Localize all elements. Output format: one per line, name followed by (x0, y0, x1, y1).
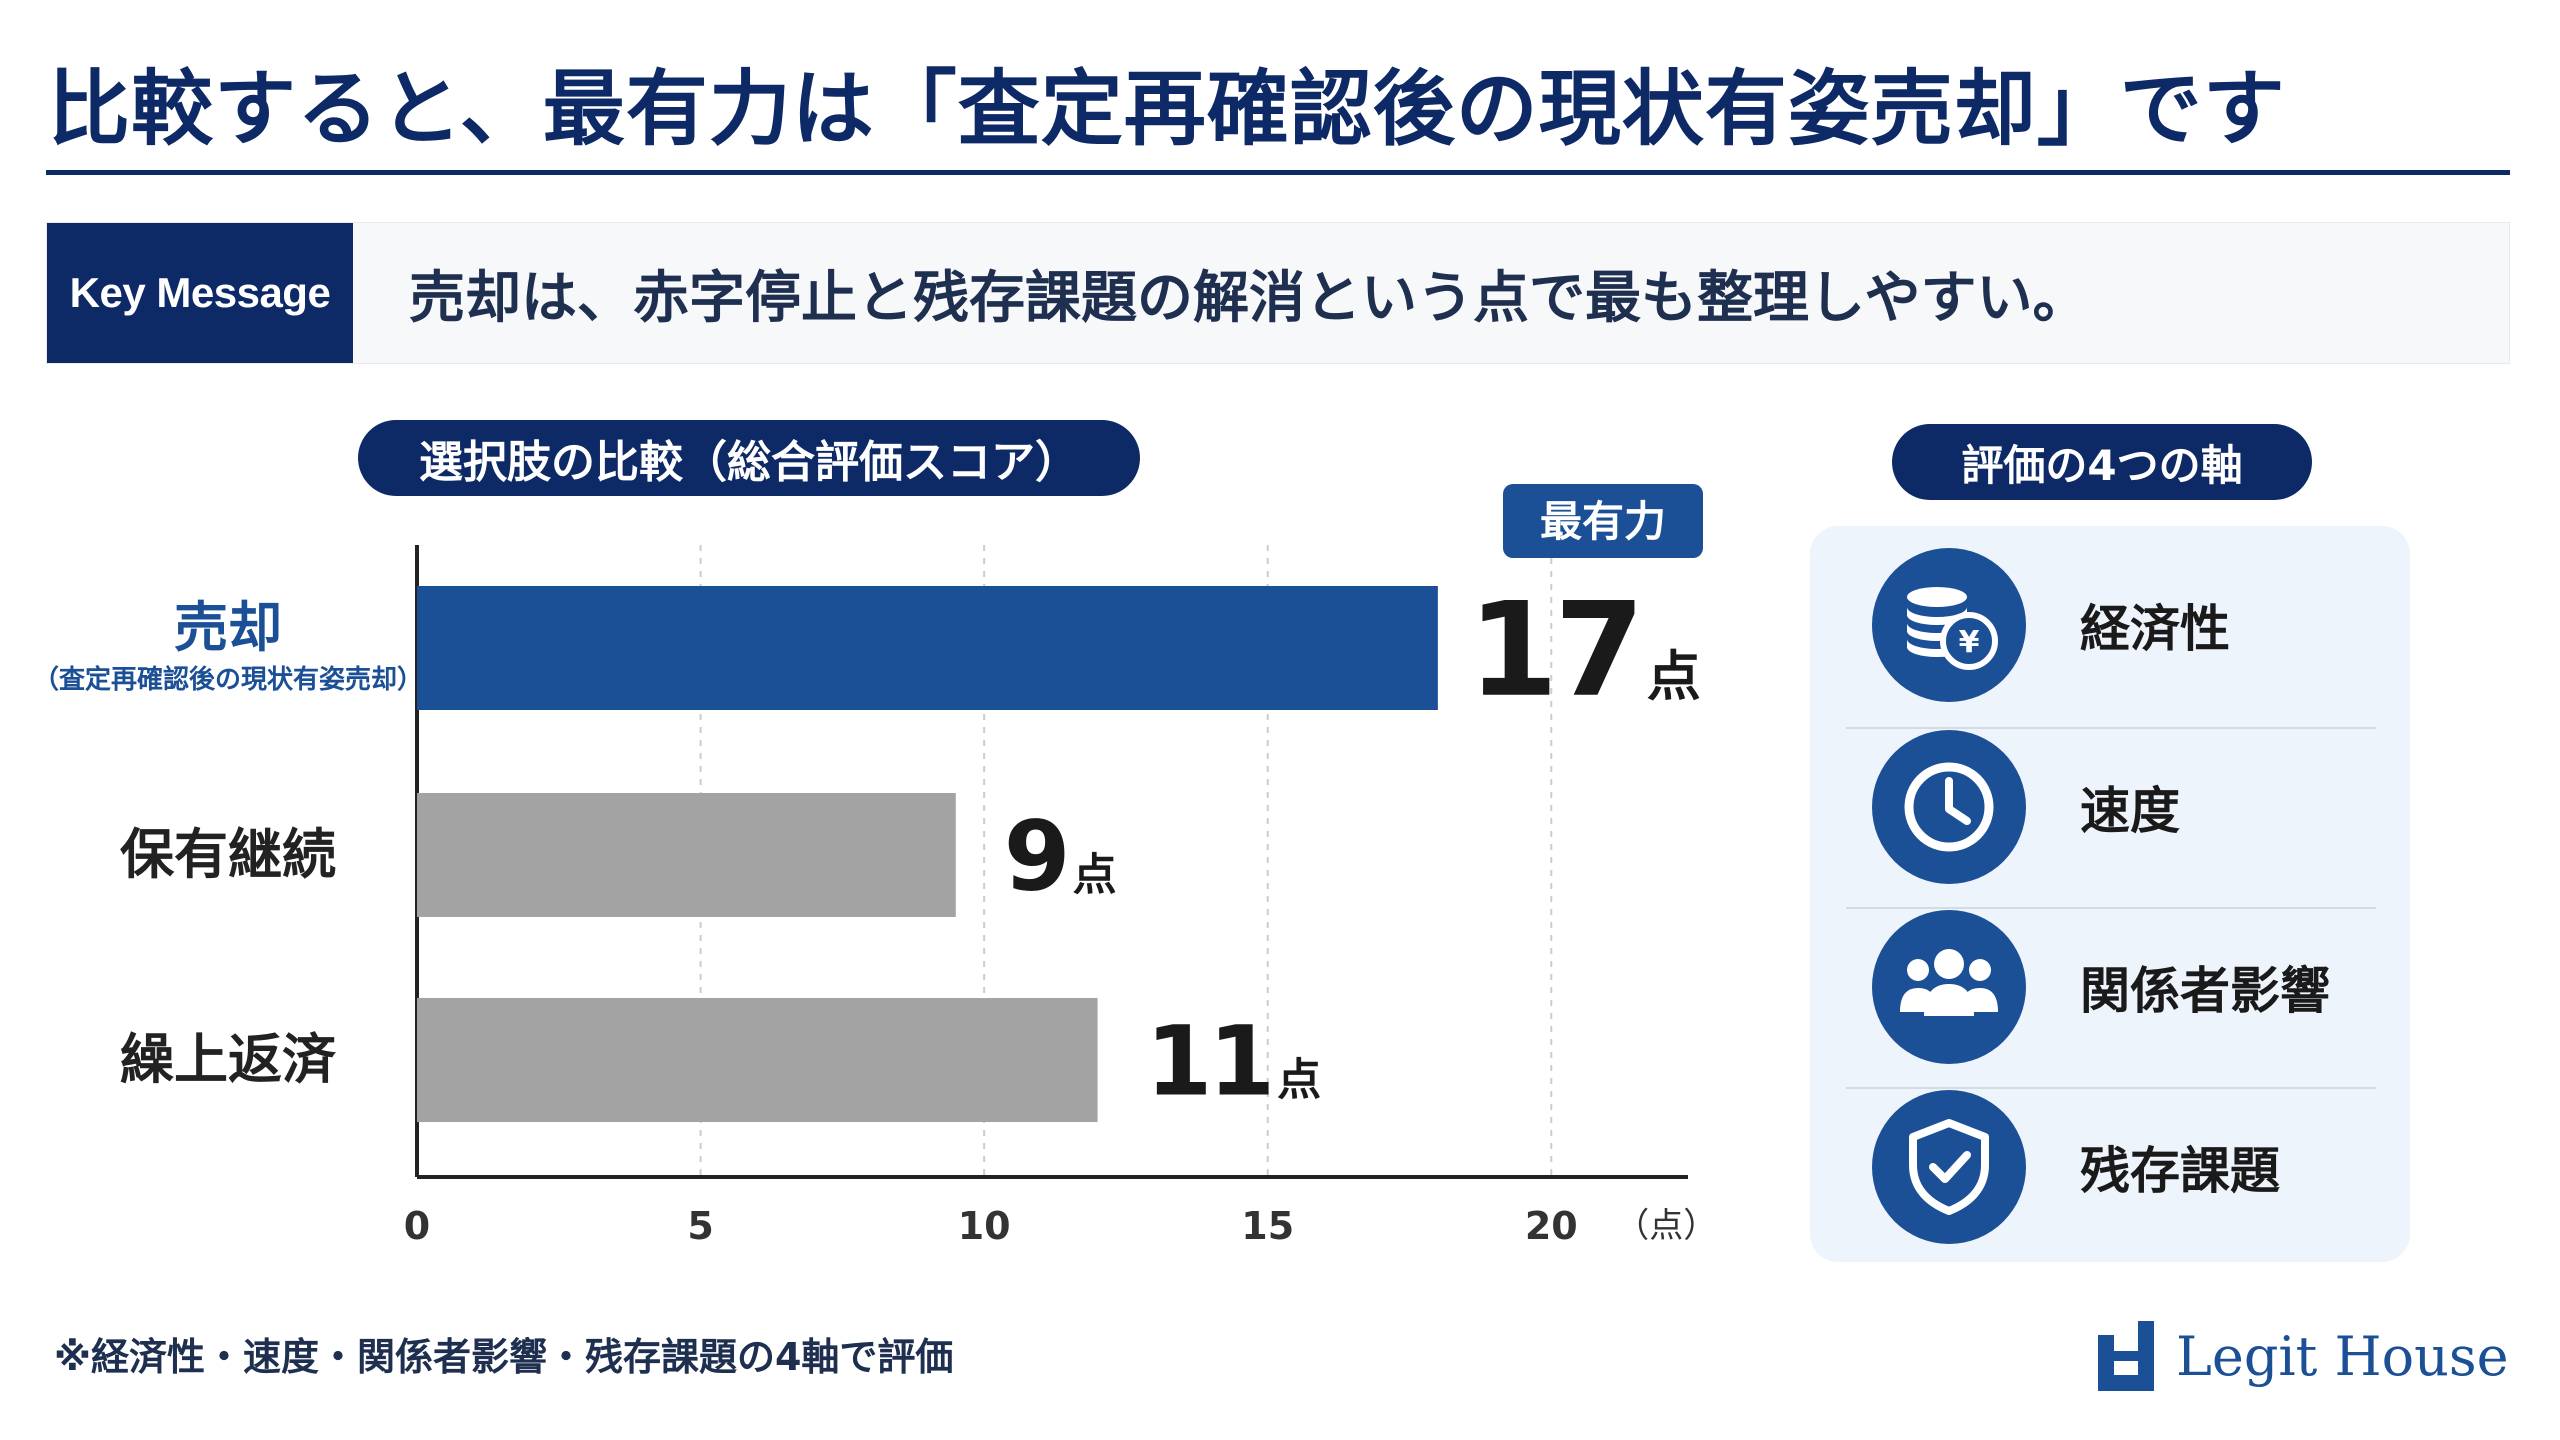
bar (417, 998, 1098, 1122)
criterion-remaining-issues: 残存課題 (1810, 1072, 2410, 1252)
data-label: 11 点 (1146, 1006, 1321, 1118)
divider (1846, 1087, 2376, 1089)
divider (1846, 907, 2376, 909)
criterion-label: 速度 (2080, 782, 2180, 840)
footnote: ※経済性・速度・関係者影響・残存課題の4軸で評価 (54, 1335, 954, 1379)
bar (417, 793, 956, 917)
logo-text: Legit House (2176, 1324, 2509, 1388)
people-icon (1872, 910, 2026, 1064)
key-message-label: Key Message (47, 223, 353, 363)
category-sublabel: （査定再確認後の現状有姿売却） (33, 664, 423, 695)
title-underline (46, 170, 2510, 175)
x-tick-label: 10 (958, 1204, 1011, 1248)
chart-header-pill: 選択肢の比較（総合評価スコア） (358, 420, 1140, 496)
key-message-text: 売却は、赤字停止と残存課題の解消という点で最も整理しやすい。 (409, 265, 2089, 331)
category-label: 保有継続 (120, 823, 336, 886)
x-tick-label: 15 (1241, 1204, 1294, 1248)
logo: Legit House (2098, 1316, 2509, 1396)
criterion-label: 経済性 (2080, 600, 2230, 658)
category-label: 繰上返済 (120, 1028, 337, 1091)
category-label: 売却 (174, 596, 282, 659)
criteria-header-pill: 評価の4つの軸 (1892, 424, 2312, 500)
criterion-speed: 速度 (1810, 712, 2410, 892)
x-tick-label: 20 (1525, 1204, 1578, 1248)
shield-check-icon (1872, 1090, 2026, 1244)
bar (417, 586, 1438, 710)
best-badge (1503, 484, 1703, 558)
x-tick-label: 0 (404, 1204, 430, 1248)
criteria-panel: ¥ 経済性 速度 関係者影響 (1810, 526, 2410, 1262)
svg-text:¥: ¥ (1959, 625, 1980, 660)
criterion-economy: ¥ 経済性 (1810, 530, 2410, 710)
x-unit-label: （点） (1615, 1206, 1717, 1246)
coins-yen-icon: ¥ (1872, 548, 2026, 702)
page-title: 比較すると、最有力は「査定再確認後の現状有姿売却」です (48, 62, 2286, 157)
clock-icon (1872, 730, 2026, 884)
logo-mark-icon (2098, 1321, 2154, 1391)
criterion-stakeholders: 関係者影響 (1810, 892, 2410, 1072)
criterion-label: 関係者影響 (2080, 962, 2330, 1020)
data-label: 17 点 (1468, 574, 1700, 726)
criterion-label: 残存課題 (2080, 1142, 2280, 1200)
best-badge-label: 最有力 (1540, 497, 1666, 546)
key-message-box: Key Message 売却は、赤字停止と残存課題の解消という点で最も整理しやす… (46, 222, 2510, 364)
x-tick-label: 5 (687, 1204, 713, 1248)
divider (1846, 727, 2376, 729)
